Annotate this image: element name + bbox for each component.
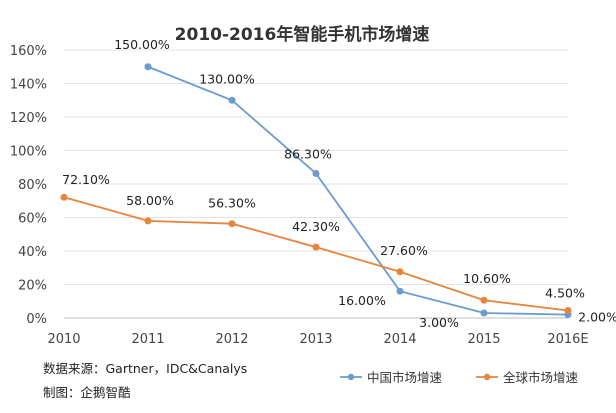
x-tick-label: 2014 xyxy=(383,332,416,347)
data-point xyxy=(396,287,404,295)
y-tick-label: 40% xyxy=(18,245,47,260)
x-tick-label: 2016E xyxy=(547,332,588,347)
y-tick-label: 60% xyxy=(18,212,47,227)
y-tick-label: 80% xyxy=(18,178,47,193)
legend: 中国市场增速 全球市场增速 xyxy=(340,370,579,385)
data-point xyxy=(144,63,152,71)
legend-marker xyxy=(347,373,355,381)
x-tick-label: 2015 xyxy=(467,332,500,347)
data-label: 3.00% xyxy=(419,315,459,330)
data-points xyxy=(60,63,572,319)
data-point xyxy=(396,268,404,276)
data-point xyxy=(228,220,236,228)
x-tick-label: 2013 xyxy=(299,332,332,347)
data-label: 86.30% xyxy=(284,146,332,161)
y-tick-label: 0% xyxy=(26,312,47,327)
y-tick-label: 100% xyxy=(10,145,47,160)
data-labels: 150.00% 130.00% 86.30% 16.00% 3.00% 2.00% 72.1… xyxy=(62,37,616,330)
x-tick-label: 2012 xyxy=(215,332,248,347)
legend-marker xyxy=(483,373,491,381)
y-tick-label: 20% xyxy=(18,279,47,294)
y-tick-label: 140% xyxy=(10,78,47,93)
x-axis-ticks: 2010 2011 2012 2013 2014 2015 2016E xyxy=(47,332,588,347)
data-label: 130.00% xyxy=(199,71,255,86)
data-point xyxy=(312,243,320,251)
data-label: 27.60% xyxy=(380,243,428,258)
y-tick-label: 160% xyxy=(10,44,47,59)
y-tick-label: 120% xyxy=(10,111,47,126)
y-axis-ticks: 0% 20% 40% 60% 80% 100% 120% 140% 160% xyxy=(10,44,47,327)
series-line xyxy=(63,196,569,312)
data-label: 56.30% xyxy=(208,196,256,211)
source-note: 数据来源：Gartner，IDC&Canalys xyxy=(43,361,248,376)
data-point xyxy=(312,169,320,177)
data-label: 4.50% xyxy=(545,285,585,300)
x-tick-label: 2010 xyxy=(47,332,80,347)
data-label: 72.10% xyxy=(62,172,110,187)
data-label: 58.00% xyxy=(126,193,174,208)
data-label: 10.60% xyxy=(463,271,511,286)
chart-title: 2010-2016年智能手机市场增速 xyxy=(175,24,430,45)
data-point xyxy=(60,193,68,201)
data-label: 16.00% xyxy=(338,293,386,308)
data-label: 150.00% xyxy=(114,37,170,52)
legend-label: 中国市场增速 xyxy=(367,370,443,385)
data-point xyxy=(144,217,152,225)
credit-note: 制图：企鹅智酷 xyxy=(43,385,131,400)
data-label: 42.30% xyxy=(292,219,340,234)
data-label: 2.00% xyxy=(578,310,616,325)
x-tick-label: 2011 xyxy=(131,332,164,347)
legend-label: 全球市场增速 xyxy=(503,370,579,385)
data-point xyxy=(480,309,488,317)
series-line xyxy=(147,65,569,316)
data-point xyxy=(564,306,572,314)
data-point xyxy=(480,296,488,304)
data-point xyxy=(228,96,236,104)
